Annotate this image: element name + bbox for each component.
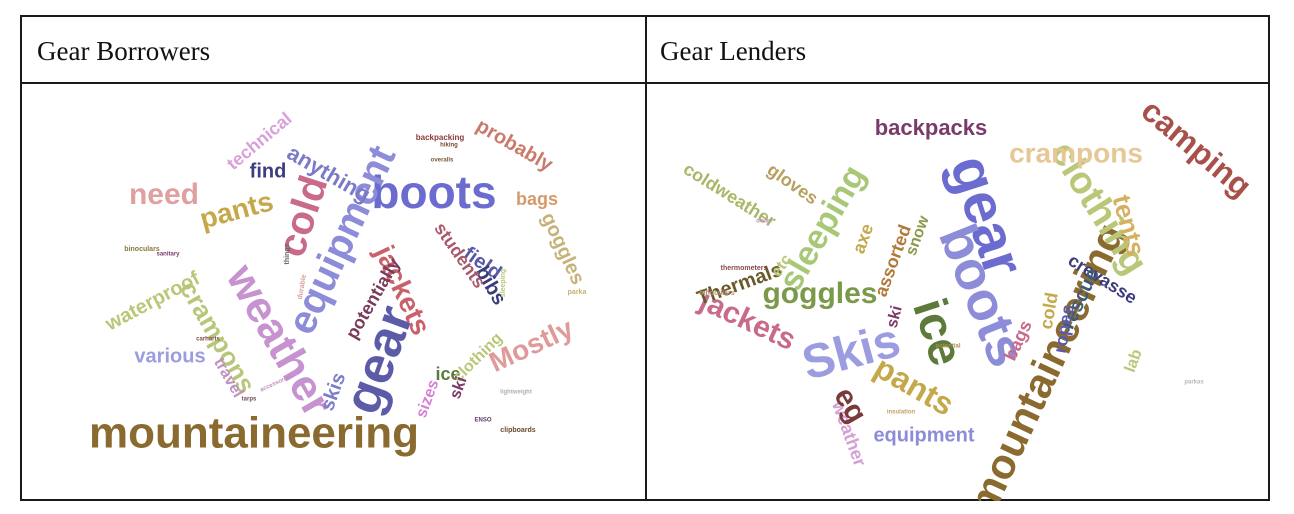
gear-table: Gear Borrowers Gear Lenders mountaineeri… [20, 15, 1270, 501]
borrowers-word-need: need [129, 178, 199, 211]
lenders-word-goggles: goggles [762, 277, 877, 310]
lenders-word-backpacks: backpacks [875, 115, 988, 140]
borrowers-word-enso: ENSO [474, 418, 491, 424]
borrowers-word-bags: bags [516, 189, 558, 209]
borrowers-word-things: things [284, 243, 291, 264]
borrowers-word-cloud-svg: mountaineeringgearbootsweatherequipmentc… [89, 108, 589, 458]
borrowers-word-pants: pants [196, 185, 276, 234]
lenders-word-down: down [756, 219, 772, 225]
borrowers-word-find: find [250, 160, 287, 182]
borrowers-word-mountaineering: mountaineering [89, 409, 419, 458]
lenders-word-assorted: assorted [871, 222, 915, 299]
borrowers-word-sanitary: sanitary [156, 252, 180, 258]
borrowers-word-backpacking: backpacking [416, 133, 465, 142]
lenders-word-lab: lab [1122, 347, 1146, 375]
borrowers-word-durable: durable [297, 274, 308, 300]
borrowers-word-ski: ski [447, 375, 471, 402]
borrowers-word-sleeping: sleeping [500, 269, 507, 297]
header-divider [22, 82, 1268, 84]
lenders-word-cloud: mountaineering gear boots ice Skis camping clo… [647, 84, 1268, 501]
lenders-word-crampons: crampons [1009, 137, 1143, 168]
borrowers-word-lightweight: lightweight [500, 390, 532, 396]
borrowers-word-clipboards: clipboards [500, 427, 536, 434]
lenders-word-gloves: gloves [764, 159, 822, 208]
borrowers-word-boots: boots [371, 166, 496, 218]
lenders-word-camping: camping [1135, 92, 1259, 204]
header-gear-borrowers: Gear Borrowers [37, 36, 211, 66]
borrowers-word-hiking: hiking [440, 143, 458, 149]
column-divider [645, 17, 647, 499]
lenders-word-parkas: parkas [1184, 380, 1204, 386]
lenders-word-cloud-svg: mountaineeringgearbootsiceSkiscampingclo… [680, 92, 1259, 501]
borrowers-word-binoculars: binoculars [124, 246, 160, 253]
borrowers-word-ice: ice [435, 364, 460, 384]
borrowers-word-goggles: goggles [536, 209, 588, 288]
lenders-word-binoculars: binoculars [699, 290, 735, 297]
borrowers-word-tarps: tarps [242, 397, 257, 403]
borrowers-word-cloud: mountaineering gear boots weather equipment c… [22, 84, 645, 501]
borrowers-word-carharts: carharts [196, 337, 220, 343]
lenders-word-equipment: equipment [873, 424, 974, 446]
header-gear-lenders: Gear Lenders [660, 36, 807, 66]
lenders-word-potential: potential [936, 344, 961, 350]
lenders-word-ski: ski [884, 304, 906, 330]
borrowers-word-sizes: sizes [413, 378, 442, 421]
borrowers-word-overalls: overalls [431, 158, 454, 164]
lenders-word-insulation: insulation [887, 410, 916, 416]
borrowers-word-parka: parka [568, 289, 587, 296]
lenders-word-thermometers: thermometers [721, 265, 768, 272]
borrowers-word-various: various [134, 345, 205, 367]
lenders-word-axe: axe [848, 221, 877, 256]
